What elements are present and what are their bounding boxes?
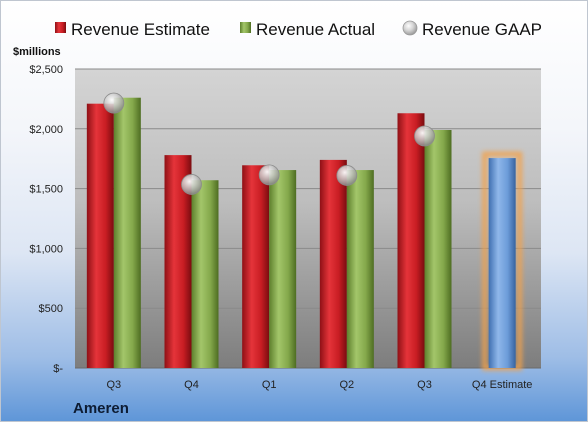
y-tick-label: $2,000 — [29, 124, 63, 136]
company-name: Ameren — [73, 400, 129, 417]
x-tick-label: Q2 — [339, 379, 354, 391]
bar-revenue-estimate — [319, 159, 347, 368]
legend-swatch-revenue-estimate — [55, 22, 66, 33]
plot-area — [75, 69, 541, 368]
bar-revenue-estimate — [397, 113, 425, 368]
legend-swatch-revenue-gaap — [402, 20, 418, 36]
bar-revenue-estimate — [242, 165, 270, 368]
bar-revenue-actual — [346, 170, 374, 368]
y-axis-unit-label: $millions — [13, 46, 61, 58]
bar-q4-estimate — [488, 158, 516, 368]
x-tick-label: Q1 — [262, 379, 277, 391]
x-axis-ticks: Q3 Q4 Q1 Q2 Q3 Q4 Estimate — [106, 379, 532, 391]
legend-label-revenue-estimate: Revenue Estimate — [71, 20, 210, 39]
y-tick-label: $1,000 — [29, 243, 63, 255]
x-tick-label: Q4 — [184, 379, 199, 391]
bar-revenue-actual — [113, 97, 141, 368]
x-tick-label: Q4 Estimate — [472, 379, 533, 391]
legend-swatch-revenue-actual — [240, 22, 251, 33]
y-axis-ticks: $- $500 $1,000 $1,500 $2,000 $2,500 — [29, 64, 63, 375]
bar-revenue-actual — [269, 170, 297, 368]
legend-item-revenue-estimate: Revenue Estimate — [55, 20, 210, 39]
marker-revenue-gaap — [181, 174, 202, 195]
bar-revenue-actual — [191, 180, 219, 368]
x-tick-label: Q3 — [106, 379, 121, 391]
y-tick-label: $500 — [39, 303, 63, 315]
y-tick-label: $1,500 — [29, 184, 63, 196]
legend-item-revenue-actual: Revenue Actual — [240, 20, 375, 39]
bars — [86, 97, 523, 371]
marker-revenue-gaap — [336, 165, 358, 186]
legend-item-revenue-gaap: Revenue GAAP — [402, 20, 542, 39]
gridlines — [75, 68, 541, 369]
gaap-markers — [103, 92, 435, 195]
bar-revenue-estimate — [86, 103, 114, 369]
legend-label-revenue-gaap: Revenue GAAP — [422, 20, 542, 39]
bar-revenue-actual — [424, 129, 452, 368]
legend: Revenue Estimate Revenue Actual Revenue … — [55, 20, 542, 39]
marker-revenue-gaap — [414, 125, 435, 147]
y-tick-label: $2,500 — [29, 64, 63, 76]
marker-revenue-gaap — [103, 92, 125, 114]
x-tick-label: Q3 — [417, 379, 432, 391]
legend-label-revenue-actual: Revenue Actual — [256, 20, 375, 39]
marker-revenue-gaap — [258, 164, 280, 186]
y-tick-label: $- — [53, 363, 63, 375]
